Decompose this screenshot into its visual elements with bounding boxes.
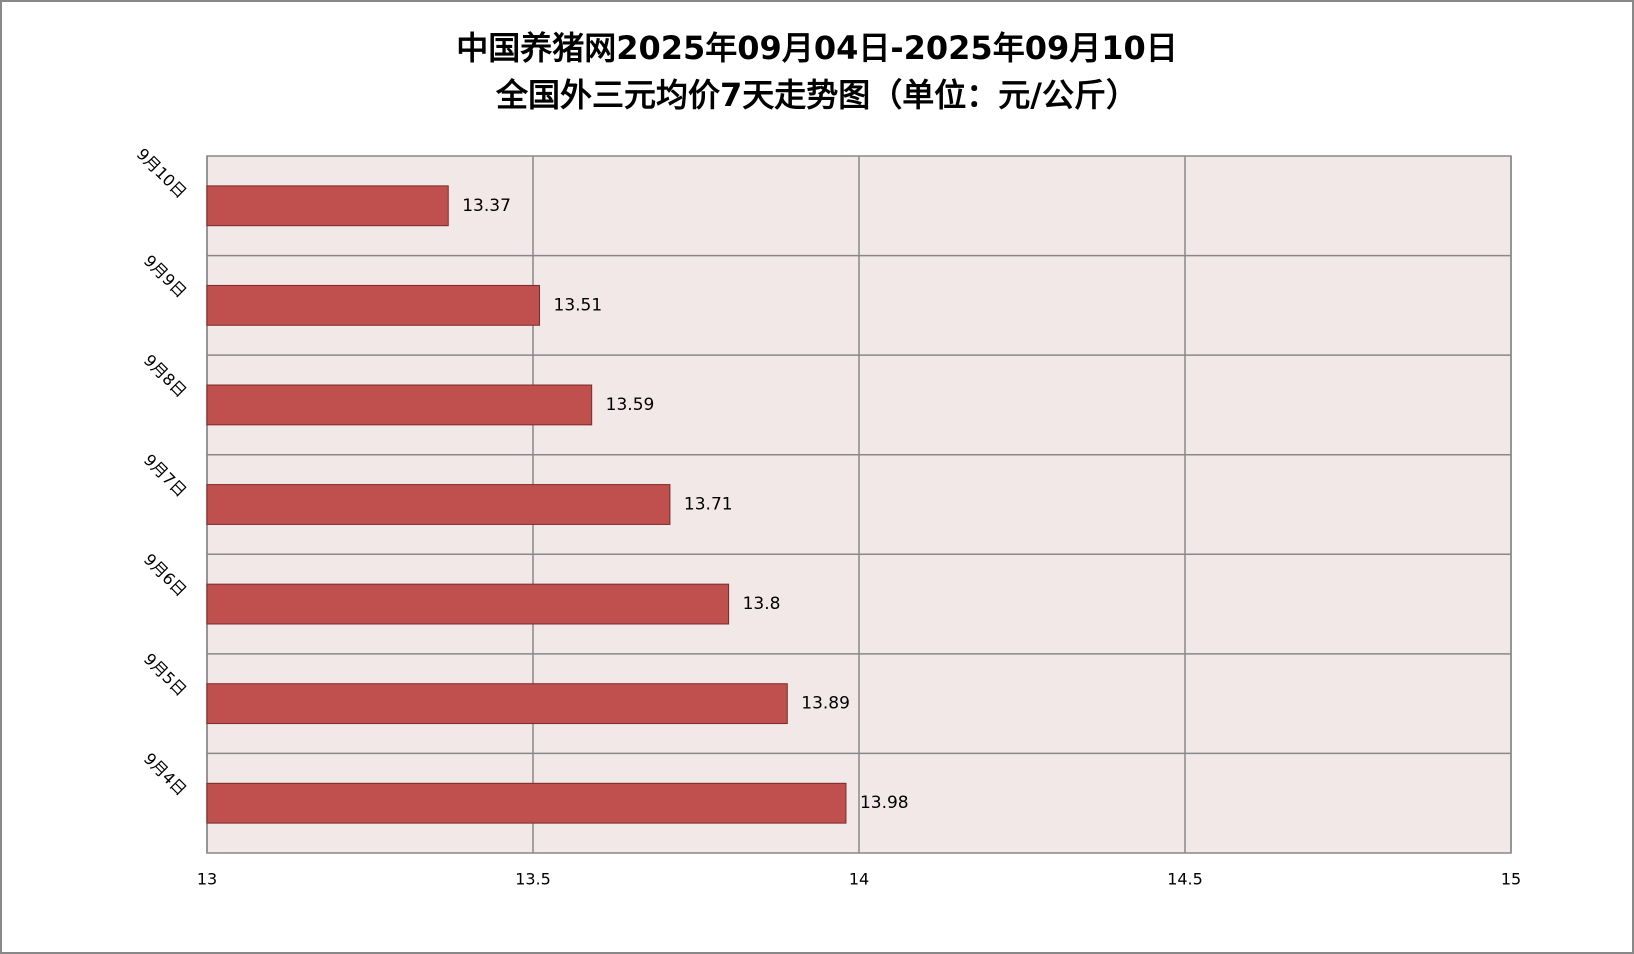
value-label: 13.71: [684, 495, 733, 515]
bar: [206, 782, 847, 824]
x-tick-label: 13.5: [515, 870, 551, 889]
chart-title: 全国外三元均价7天走势图（单位：元/公斤）: [495, 76, 1138, 114]
value-label: 13.89: [801, 694, 850, 714]
value-label: 13.8: [743, 594, 781, 614]
x-tick-label: 14: [849, 870, 869, 889]
value-label: 13.59: [606, 395, 655, 415]
x-tick-label: 15: [1501, 870, 1521, 889]
bar: [206, 683, 788, 725]
value-label: 13.37: [462, 196, 511, 216]
bar: [206, 583, 730, 625]
x-tick-label: 14.5: [1167, 870, 1203, 889]
value-label: 13.51: [554, 295, 603, 315]
chart-title: 中国养猪网2025年09月04日-2025年09月10日: [456, 29, 1178, 67]
bar: [206, 484, 671, 525]
bar: [206, 185, 449, 227]
x-tick-label: 13: [197, 870, 217, 889]
bar: [206, 284, 541, 326]
value-label: 13.98: [860, 793, 909, 813]
bar: [206, 384, 593, 426]
